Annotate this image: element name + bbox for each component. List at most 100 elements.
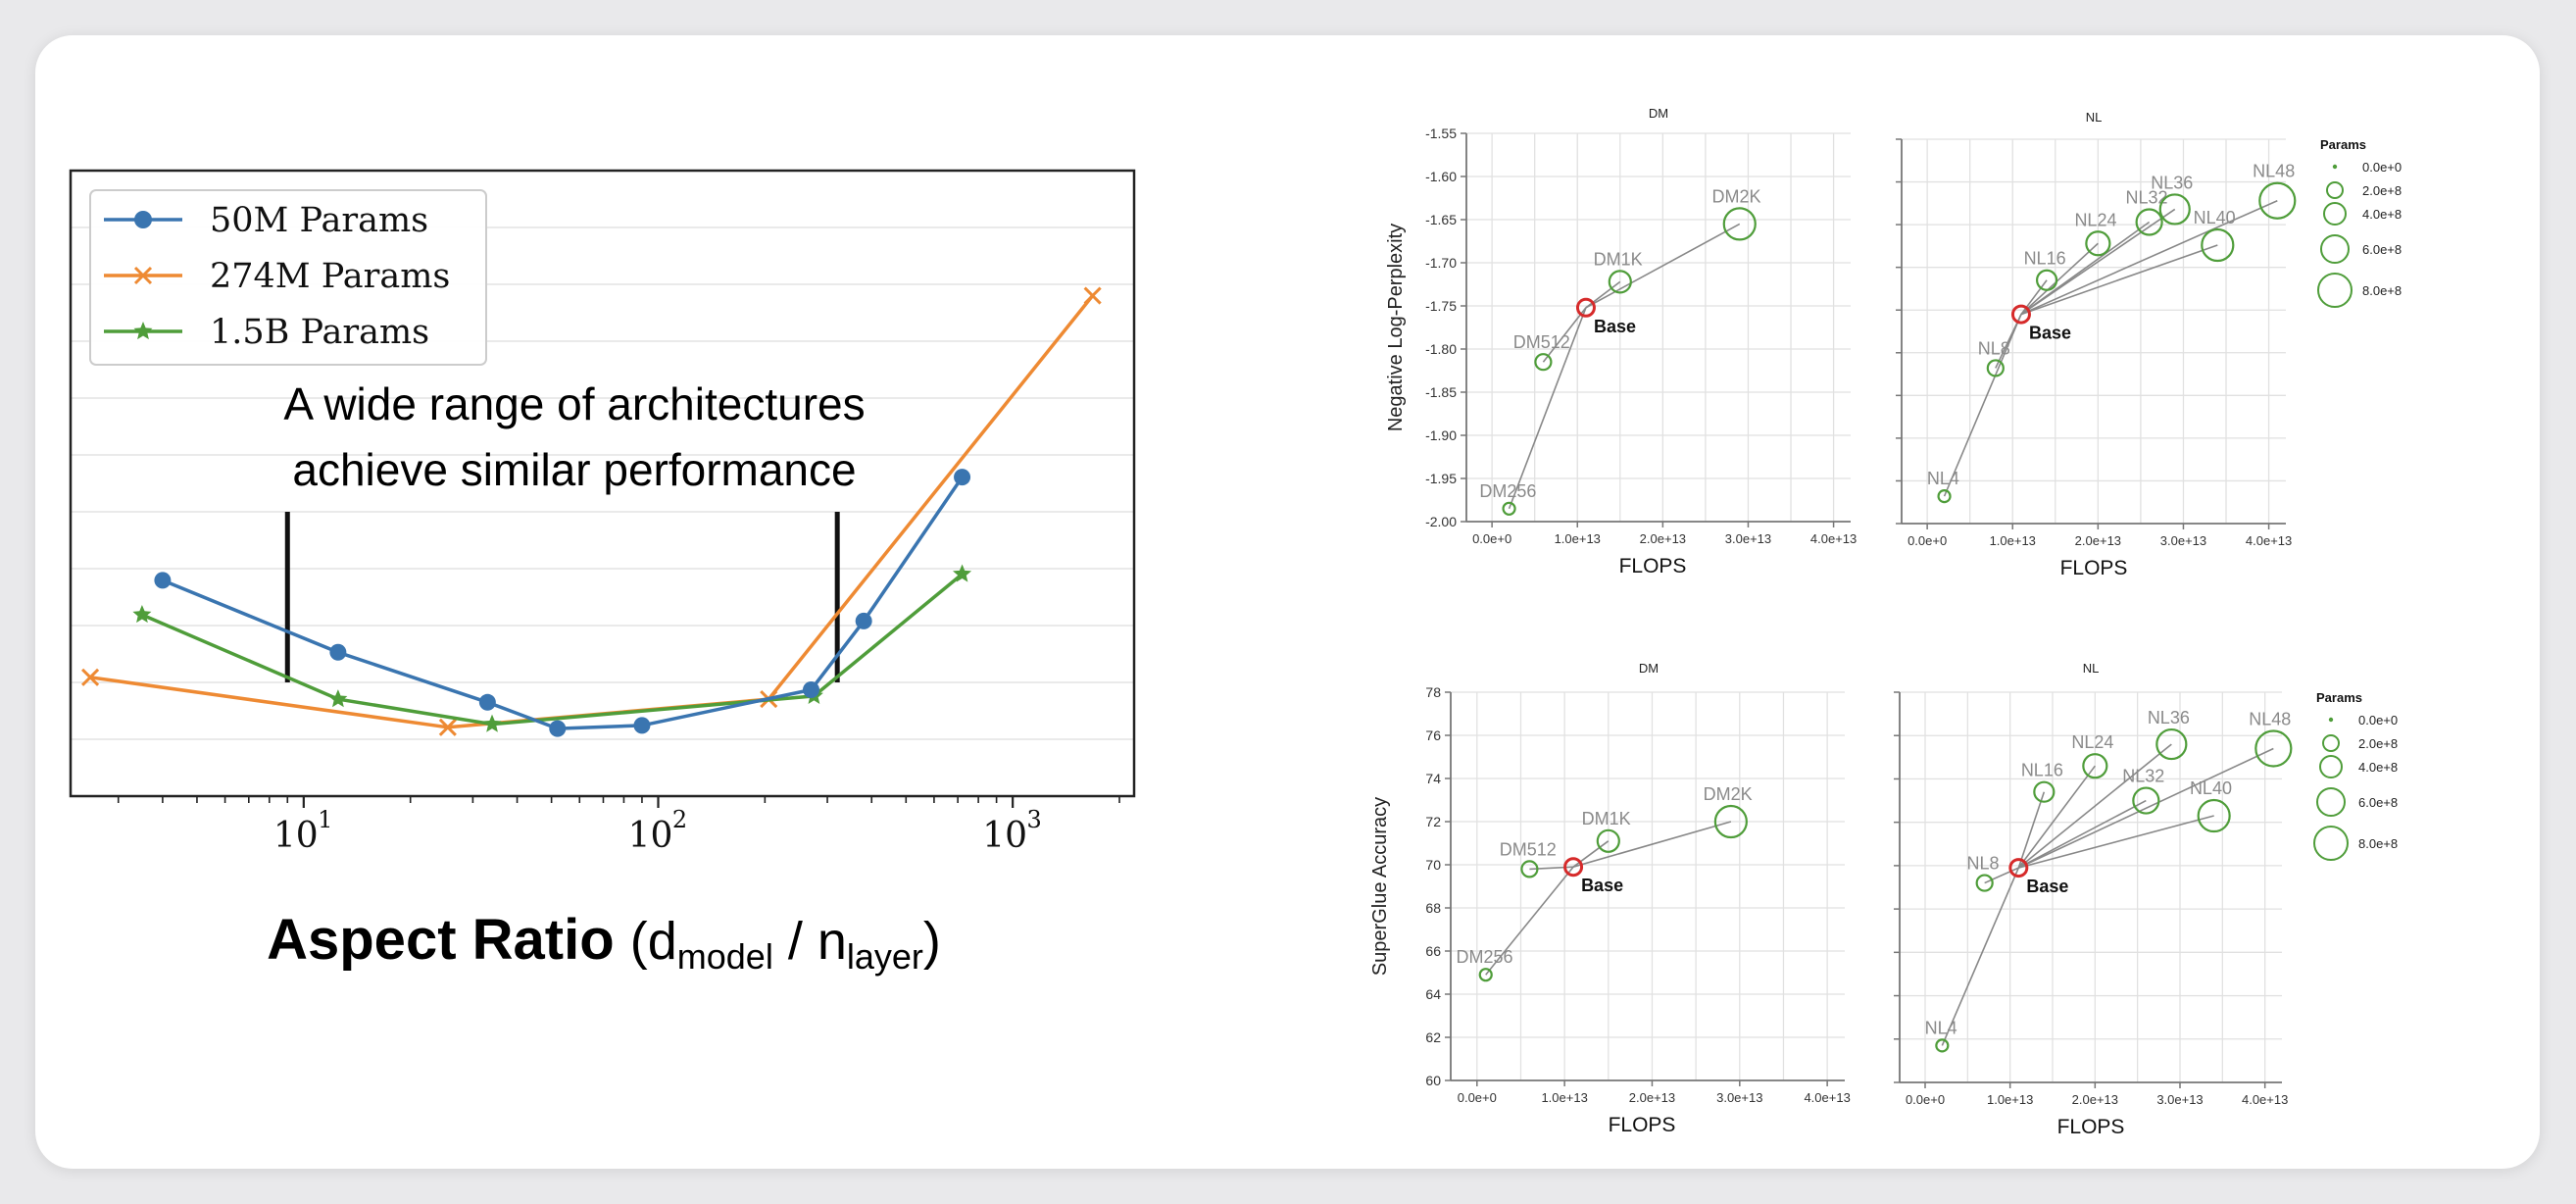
connector-line <box>2020 199 2278 316</box>
point-label: DM1K <box>1594 249 1643 269</box>
subplot-x-tick-label: 0.0e+0 <box>1458 1090 1497 1105</box>
data-point-circle <box>329 643 347 661</box>
connector-line <box>1542 307 1587 363</box>
subplot-y-tick-label: 62 <box>1425 1029 1441 1045</box>
x-tick-label: 10 <box>982 816 1027 856</box>
x-axis-title-open: (d <box>630 912 677 971</box>
subplot-y-tick-label: 72 <box>1425 814 1441 829</box>
data-point-star <box>328 689 348 708</box>
data-point-circle <box>2033 780 2056 803</box>
subplot-nl-4: NL 0.0e+0 1.0e+13 2.0e+13 3.0e+13 4.0e+13 FLOP… <box>1894 661 2398 1138</box>
subplot-x-tick-label: 4.0e+13 <box>2246 533 2292 548</box>
subplot-y-tick-label: -1.65 <box>1425 212 1457 227</box>
subplot-y-tick-label: 70 <box>1425 857 1441 873</box>
data-point-circle <box>2132 786 2160 815</box>
x-axis-title-mid: / n <box>773 912 847 971</box>
subplot-x-axis-title: FLOPS <box>1619 555 1687 577</box>
legend-size-label: 4.0e+8 <box>2362 207 2402 222</box>
data-point-star <box>482 714 502 732</box>
base-label: Base <box>1581 876 1623 895</box>
params-legend-title: Params <box>2316 690 2362 705</box>
legend-size-circle <box>2322 734 2340 752</box>
x-tick-exponent: 2 <box>672 806 687 833</box>
subplot-y-axis-title: SuperGlue Accuracy <box>1369 797 1391 976</box>
point-label: NL36 <box>2151 173 2193 192</box>
base-label: Base <box>2029 324 2071 343</box>
legend-size-label: 6.0e+8 <box>2362 242 2402 257</box>
legend-size-circle <box>2320 234 2350 264</box>
legend-size-circle <box>2313 826 2349 861</box>
legend-size-label: 0.0e+0 <box>2362 160 2402 175</box>
data-point-circle <box>633 717 651 734</box>
data-point-circle <box>1935 1038 1950 1053</box>
x-axis-title: Aspect Ratio (dmodel / nlayer) <box>267 908 941 977</box>
data-point-circle <box>2258 181 2297 220</box>
connector-line <box>2017 799 2147 869</box>
legend: 50M Params 274M Params 1.5B Params <box>89 189 487 366</box>
connector-line <box>2017 765 2096 869</box>
subplot-y-tick-label: -1.85 <box>1425 384 1457 400</box>
data-point-circle <box>855 612 872 629</box>
point-label: NL32 <box>2126 187 2168 207</box>
data-point-circle <box>2201 227 2235 263</box>
point-label: NL16 <box>2021 761 2063 780</box>
data-point-circle <box>1502 501 1516 516</box>
data-point-circle <box>1986 359 2005 377</box>
x-axis-title-sub2: layer <box>847 936 923 977</box>
params-legend-title: Params <box>2320 137 2366 152</box>
point-label: DM512 <box>1513 332 1570 352</box>
data-point-circle <box>1713 804 1748 839</box>
subplot-x-tick-label: 0.0e+0 <box>1906 1092 1945 1107</box>
data-point-circle <box>1975 874 1994 892</box>
data-point-circle <box>478 693 496 711</box>
data-point-circle <box>1520 860 1539 878</box>
connector-line <box>1585 223 1741 309</box>
legend-label: 1.5B Params <box>210 313 429 352</box>
connector-line <box>2020 244 2218 316</box>
point-label: DM512 <box>1500 839 1557 859</box>
point-label: DM2K <box>1712 186 1761 206</box>
subplot-x-tick-label: 4.0e+13 <box>1804 1090 1850 1105</box>
point-label: NL4 <box>1927 469 1959 488</box>
subplot-y-tick-label: -1.80 <box>1425 341 1457 357</box>
subplot-y-tick-label: -1.60 <box>1425 169 1457 184</box>
annotation-text: achieve similar performance <box>292 444 856 495</box>
data-point-circle <box>2254 729 2293 768</box>
connector-line <box>1572 840 1610 868</box>
subplot-y-tick-label: -1.55 <box>1425 125 1457 141</box>
subplot-x-tick-label: 1.0e+13 <box>1990 533 2036 548</box>
legend-size-circle <box>2323 202 2347 226</box>
subplot-x-axis-title: FLOPS <box>1609 1114 1676 1136</box>
connector-line <box>2020 208 2176 316</box>
legend-size-label: 4.0e+8 <box>2358 760 2398 775</box>
point-label: NL24 <box>2071 732 2113 752</box>
subplot-x-tick-label: 2.0e+13 <box>2075 533 2121 548</box>
subplot-x-tick-label: 3.0e+13 <box>1716 1090 1762 1105</box>
x-tick-exponent: 3 <box>1027 806 1042 833</box>
x-tick-exponent: 1 <box>318 806 332 833</box>
subplot-x-tick-label: 0.0e+0 <box>1907 533 1947 548</box>
data-point-x <box>438 718 457 736</box>
subplot-x-axis-title: FLOPS <box>2060 557 2128 579</box>
point-label: NL32 <box>2122 767 2164 786</box>
point-label: NL48 <box>2253 162 2295 181</box>
base-point <box>1563 857 1584 878</box>
subplot-title: NL <box>2086 110 2103 125</box>
connector-line <box>1995 314 2022 369</box>
subplot-x-tick-label: 3.0e+13 <box>2156 1092 2203 1107</box>
connector-line <box>1485 866 1574 976</box>
data-point-circle <box>154 572 172 589</box>
data-point-star <box>953 564 972 582</box>
annotation-text: A wide range of architectures <box>283 378 865 429</box>
data-point-circle <box>2155 727 2188 761</box>
x-tick-label: 10 <box>273 816 319 856</box>
subplot-x-tick-label: 0.0e+0 <box>1472 531 1511 546</box>
point-label: NL36 <box>2148 708 2190 727</box>
legend-label: 50M Params <box>210 201 428 240</box>
legend-size-label: 8.0e+8 <box>2362 283 2402 298</box>
subplot-y-tick-label: 64 <box>1425 986 1441 1002</box>
data-point-circle <box>954 469 971 486</box>
connector-line <box>2018 815 2214 869</box>
subplot-x-axis-title: FLOPS <box>2057 1116 2125 1138</box>
